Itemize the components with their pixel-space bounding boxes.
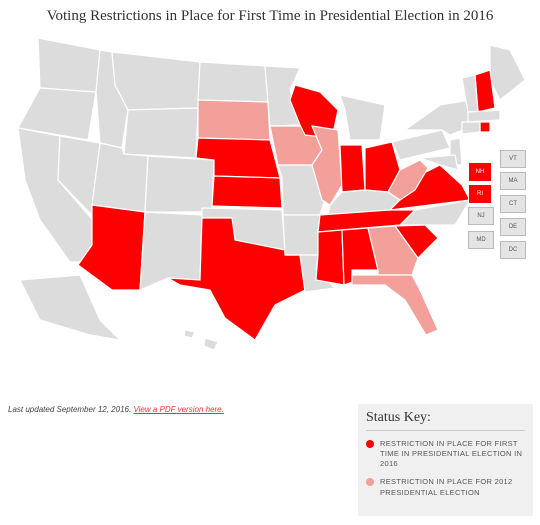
small-state-box[interactable]: RI bbox=[468, 184, 492, 204]
title: Voting Restrictions in Place for First T… bbox=[46, 8, 494, 24]
small-state-box[interactable]: DE bbox=[500, 218, 526, 236]
state[interactable] bbox=[211, 175, 283, 209]
small-state-box[interactable]: NJ bbox=[468, 207, 494, 225]
state[interactable] bbox=[197, 61, 269, 103]
state[interactable] bbox=[461, 121, 481, 135]
key-title: Status Key: bbox=[366, 410, 525, 431]
state[interactable] bbox=[391, 129, 451, 161]
state[interactable] bbox=[37, 37, 101, 93]
updated: Last updated September 12, 2016. bbox=[8, 405, 132, 414]
state[interactable] bbox=[123, 107, 199, 159]
pdf-link[interactable]: View a PDF version here. bbox=[133, 405, 224, 414]
state[interactable] bbox=[19, 274, 122, 341]
status-key: Status Key: RESTRICTION IN PLACE FOR FIR… bbox=[358, 404, 533, 516]
state[interactable] bbox=[351, 274, 439, 336]
state[interactable] bbox=[315, 229, 345, 286]
state[interactable] bbox=[311, 125, 343, 206]
key-item: RESTRICTION IN PLACE FOR FIRST TIME IN P… bbox=[366, 439, 525, 469]
state[interactable] bbox=[339, 144, 366, 193]
small-state-box[interactable]: VT bbox=[500, 150, 526, 168]
key-label: RESTRICTION IN PLACE FOR 2012 PRESIDENTI… bbox=[380, 477, 513, 497]
small-state-box[interactable]: DC bbox=[500, 241, 526, 259]
small-state-box[interactable]: NH bbox=[468, 162, 492, 182]
key-label: RESTRICTION IN PLACE FOR FIRST TIME IN P… bbox=[380, 439, 523, 469]
key-swatch bbox=[366, 440, 374, 448]
state[interactable] bbox=[339, 94, 386, 141]
state[interactable] bbox=[144, 155, 215, 213]
state[interactable] bbox=[17, 87, 97, 141]
key-item: RESTRICTION IN PLACE FOR 2012 PRESIDENTI… bbox=[366, 477, 525, 497]
state[interactable] bbox=[419, 154, 459, 171]
small-state-box[interactable]: MA bbox=[500, 172, 526, 190]
state[interactable] bbox=[467, 109, 501, 123]
state[interactable] bbox=[203, 337, 219, 351]
state[interactable] bbox=[183, 329, 196, 339]
state[interactable] bbox=[282, 214, 321, 256]
state[interactable] bbox=[387, 159, 429, 201]
small-state-box[interactable]: MD bbox=[468, 231, 494, 249]
footer: Last updated September 12, 2016. View a … bbox=[8, 405, 224, 414]
us-map bbox=[17, 37, 526, 351]
state[interactable] bbox=[398, 199, 472, 226]
state[interactable] bbox=[489, 44, 526, 101]
state[interactable] bbox=[197, 99, 271, 141]
key-swatch bbox=[366, 478, 374, 487]
state[interactable] bbox=[167, 217, 306, 341]
state[interactable] bbox=[111, 51, 201, 111]
small-state-box[interactable]: CT bbox=[500, 195, 526, 213]
state[interactable] bbox=[479, 121, 491, 133]
